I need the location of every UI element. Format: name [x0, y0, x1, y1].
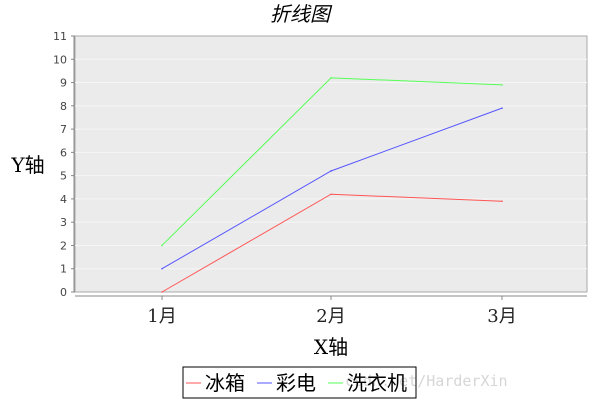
- y-axis-label: Y轴: [10, 153, 44, 177]
- legend: 冰箱 彩电 洗衣机: [183, 367, 416, 398]
- y-tick-label: 3: [60, 216, 67, 229]
- y-tick-label: 1: [60, 263, 67, 276]
- legend-label-2: 彩电: [276, 371, 316, 395]
- x-tick-label: 2月: [316, 306, 345, 327]
- x-axis: 1月 2月 3月: [75, 296, 587, 327]
- x-tick-label: 1月: [147, 306, 176, 327]
- legend-label-3: 洗衣机: [347, 371, 407, 395]
- y-tick-label: 7: [60, 123, 67, 136]
- y-tick-label: 6: [60, 146, 67, 159]
- data-point: [161, 291, 163, 293]
- data-point: [501, 200, 503, 202]
- data-point: [161, 245, 163, 247]
- plot-area: [75, 36, 587, 292]
- data-point: [330, 77, 332, 79]
- y-tick-label: 11: [53, 30, 67, 43]
- data-point: [161, 268, 163, 270]
- y-tick-label: 4: [60, 193, 67, 206]
- data-point: [501, 84, 503, 86]
- y-axis: 0 1 2 3 4 5 6 7 8 9 10 11: [53, 30, 75, 299]
- legend-label-1: 冰箱: [205, 371, 245, 395]
- chart-title: 折线图: [270, 2, 333, 26]
- y-tick-label: 9: [60, 77, 67, 90]
- y-tick-label: 0: [60, 286, 67, 299]
- y-tick-label: 8: [60, 100, 67, 113]
- data-point: [330, 193, 332, 195]
- data-point: [501, 107, 503, 109]
- y-tick-label: 5: [60, 170, 67, 183]
- x-axis-label: X轴: [314, 335, 348, 359]
- y-tick-label: 10: [53, 53, 67, 66]
- data-point: [330, 170, 332, 172]
- y-tick-label: 2: [60, 239, 67, 252]
- x-tick-label: 3月: [487, 306, 516, 327]
